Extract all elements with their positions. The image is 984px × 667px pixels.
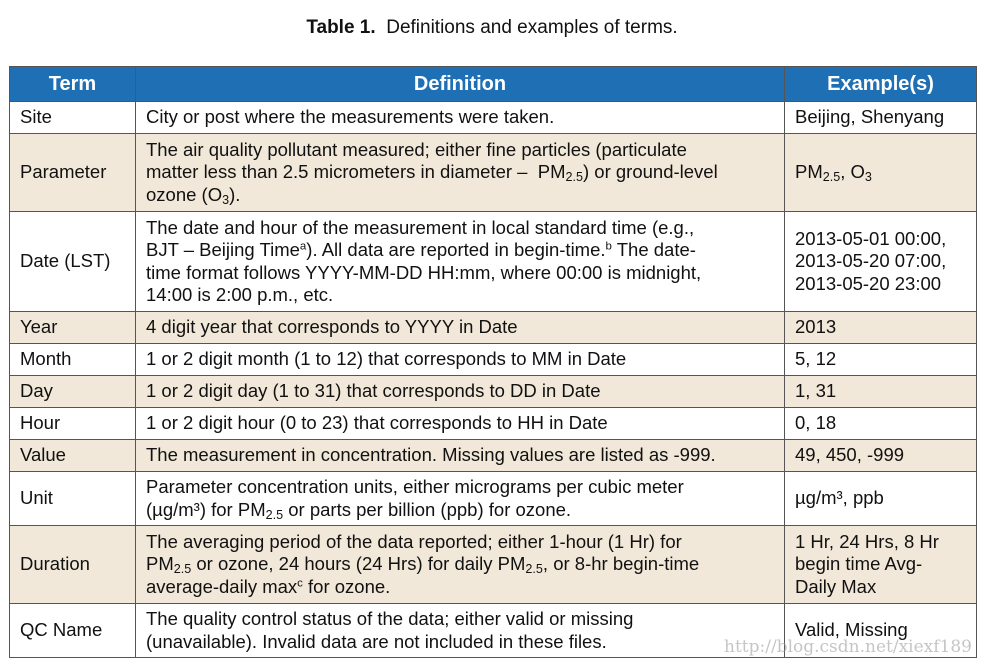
definition-cell: 1 or 2 digit month (1 to 12) that corres… xyxy=(135,343,785,376)
examples-cell: 49, 450, -999 xyxy=(784,439,977,472)
term-cell: Value xyxy=(9,439,136,472)
header-term: Term xyxy=(9,66,136,102)
definition-cell: City or post where the measurements were… xyxy=(135,101,785,134)
examples-cell: 1 Hr, 24 Hrs, 8 Hr begin time Avg- Daily M… xyxy=(784,525,977,604)
term-cell: Site xyxy=(9,101,136,134)
examples-cell: 2013-05-01 00:00, 2013-05-20 07:00, 2013-0… xyxy=(784,211,977,312)
terms-table: Term Definition Example(s) Site City or … xyxy=(9,66,977,658)
table-row-value: Value The measurement in concentration. … xyxy=(9,439,977,472)
definition-cell: The quality control status of the data; … xyxy=(135,603,785,658)
table-row-duration: Duration The averaging period of the dat… xyxy=(9,525,977,604)
definition-cell: The date and hour of the measurement in … xyxy=(135,211,785,312)
term-cell: Day xyxy=(9,375,136,408)
table-row-parameter: Parameter The air quality pollutant meas… xyxy=(9,133,977,212)
table-row-site: Site City or post where the measurements… xyxy=(9,101,977,134)
header-definition: Definition xyxy=(135,66,785,102)
term-cell: Parameter xyxy=(9,133,136,212)
definition-cell: Parameter concentration units, either mi… xyxy=(135,471,785,526)
table-row-day: Day 1 or 2 digit day (1 to 31) that corr… xyxy=(9,375,977,408)
table-caption: Table 1. Definitions and examples of ter… xyxy=(0,16,984,40)
examples-cell: 5, 12 xyxy=(784,343,977,376)
definition-cell: The averaging period of the data reporte… xyxy=(135,525,785,604)
examples-cell: 1, 31 xyxy=(784,375,977,408)
table-row-date: Date (LST) The date and hour of the meas… xyxy=(9,211,977,312)
table-header-row: Term Definition Example(s) xyxy=(9,66,977,102)
watermark: http://blog.csdn.net/xiexf189 xyxy=(724,637,972,657)
definition-cell: 1 or 2 digit day (1 to 31) that correspo… xyxy=(135,375,785,408)
examples-cell: Beijing, Shenyang xyxy=(784,101,977,134)
table-row-month: Month 1 or 2 digit month (1 to 12) that … xyxy=(9,343,977,376)
term-cell: QC Name xyxy=(9,603,136,658)
table-row-qc-name: QC Name The quality control status of th… xyxy=(9,603,977,658)
term-cell: Duration xyxy=(9,525,136,604)
examples-cell: µg/m³, ppb xyxy=(784,471,977,526)
definition-cell: The air quality pollutant measured; eith… xyxy=(135,133,785,212)
term-cell: Year xyxy=(9,311,136,344)
table-row-unit: Unit Parameter concentration units, eith… xyxy=(9,471,977,526)
definition-cell: 1 or 2 digit hour (0 to 23) that corresp… xyxy=(135,407,785,440)
table-row-hour: Hour 1 or 2 digit hour (0 to 23) that co… xyxy=(9,407,977,440)
examples-cell: PM2.5, O3 xyxy=(784,133,977,212)
definition-cell: 4 digit year that corresponds to YYYY in… xyxy=(135,311,785,344)
header-examples: Example(s) xyxy=(784,66,977,102)
table-row-year: Year 4 digit year that corresponds to YY… xyxy=(9,311,977,344)
term-cell: Date (LST) xyxy=(9,211,136,312)
table-caption-text: Definitions and examples of terms. xyxy=(386,17,678,38)
definition-cell: The measurement in concentration. Missin… xyxy=(135,439,785,472)
examples-cell: Valid, Missing xyxy=(784,603,977,658)
term-cell: Hour xyxy=(9,407,136,440)
table-caption-label: Table 1. xyxy=(306,17,376,38)
examples-cell: 0, 18 xyxy=(784,407,977,440)
examples-cell: 2013 xyxy=(784,311,977,344)
term-cell: Month xyxy=(9,343,136,376)
term-cell: Unit xyxy=(9,471,136,526)
